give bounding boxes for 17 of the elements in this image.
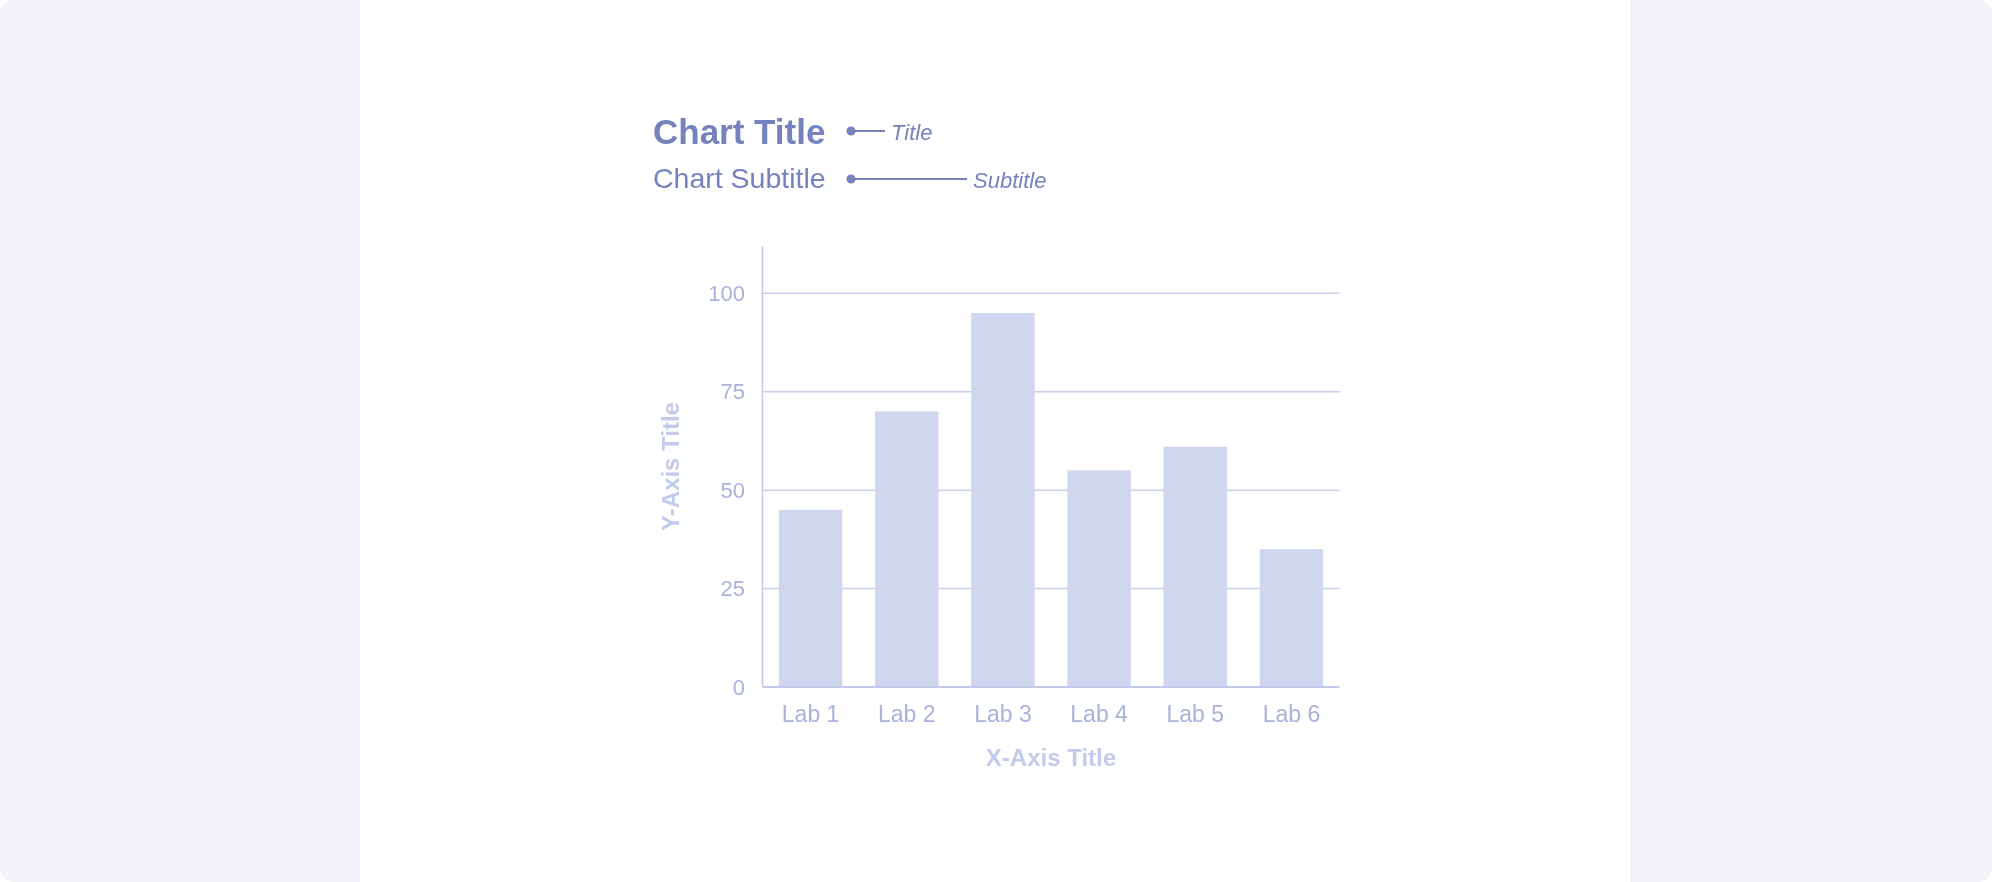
y-axis-title: Y-Axis Title bbox=[657, 402, 684, 531]
chart-subtitle: Chart Subtitle bbox=[653, 162, 826, 194]
x-tick-label: Lab 2 bbox=[877, 701, 936, 727]
y-tick-label: 50 bbox=[720, 477, 745, 503]
x-tick-label: Lab 5 bbox=[1166, 701, 1225, 727]
y-tick-label: 75 bbox=[720, 379, 745, 405]
chart-title: Chart Title bbox=[653, 112, 826, 151]
x-tick-label: Lab 1 bbox=[781, 701, 840, 727]
y-tick-label: 100 bbox=[708, 280, 745, 306]
y-tick-label: 0 bbox=[732, 674, 745, 700]
text: Title bbox=[891, 120, 933, 145]
x-tick-label: Lab 3 bbox=[974, 701, 1032, 727]
x-axis-title: X-Axis Title bbox=[985, 744, 1117, 771]
text: Subtitle bbox=[973, 167, 1047, 193]
x-tick-label: Lab 6 bbox=[1262, 701, 1321, 727]
y-tick-label: 25 bbox=[720, 576, 745, 602]
x-tick-label: Lab 4 bbox=[1070, 701, 1129, 727]
